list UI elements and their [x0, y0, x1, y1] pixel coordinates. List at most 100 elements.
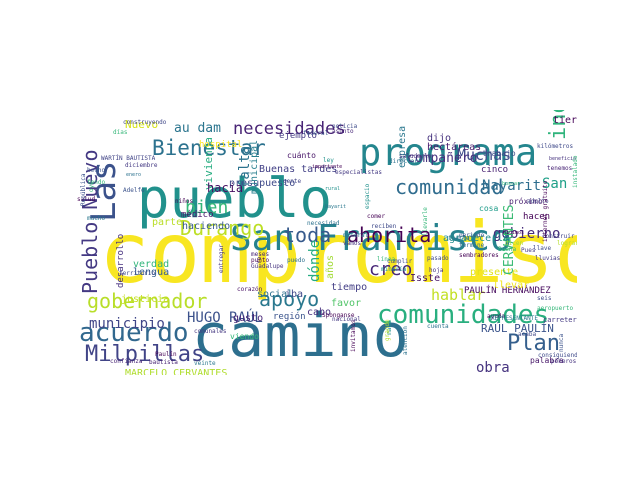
word: San Francisco — [230, 218, 512, 259]
word: internet gratuito — [542, 180, 549, 242]
word: palabra — [530, 356, 564, 365]
word: municipio — [89, 316, 165, 332]
word: aeropuerto — [537, 305, 574, 312]
word: hablar — [431, 286, 485, 304]
word: construyendo — [123, 119, 167, 126]
word: apoyo — [259, 287, 319, 311]
word: comer — [367, 213, 385, 220]
word: saludarlo — [399, 153, 432, 160]
word: entregar — [218, 244, 225, 273]
word: pueblo — [137, 167, 332, 230]
word: Nuevo — [125, 118, 158, 131]
word: dónde — [307, 240, 323, 282]
word: ejemplo — [279, 131, 317, 141]
word: ahorita — [347, 223, 431, 247]
word: HUGO RAÚL — [187, 308, 263, 326]
word: cuánto — [287, 151, 316, 160]
word: PAULÍN HERNÁNDEZ — [464, 284, 551, 296]
word: Bienestar — [152, 136, 266, 160]
word: hospital — [199, 140, 242, 150]
word: vamos — [343, 240, 361, 247]
word: reciben — [371, 223, 397, 230]
word: ley — [323, 157, 334, 164]
word: punto — [251, 257, 269, 264]
word: federal — [303, 130, 329, 137]
word: programa — [359, 131, 537, 174]
word: tiempo — [331, 282, 367, 293]
word: MARCELO CERVANTES — [125, 368, 227, 375]
word: tierras — [553, 115, 577, 126]
word: hoja — [429, 267, 444, 274]
word: Plan — [507, 331, 560, 356]
word: gusto — [233, 313, 263, 324]
word: comunidad — [395, 175, 503, 199]
word: territorio — [119, 270, 156, 277]
word: mano — [386, 320, 393, 335]
word: gente — [283, 178, 301, 185]
word: desarrollo — [116, 234, 126, 288]
word: llevar — [493, 280, 529, 291]
word: adulto — [527, 198, 549, 205]
word: fuerte — [448, 235, 470, 242]
word: creo — [369, 259, 412, 280]
word: termine — [459, 242, 485, 249]
word: gobernador — [87, 289, 207, 313]
word: diciembre — [125, 162, 158, 169]
word: presupuesto — [229, 178, 295, 189]
word: tenemos — [547, 165, 573, 172]
word: oye — [88, 181, 95, 192]
word: Nayarit — [325, 204, 346, 210]
word: Guadalupe — [251, 263, 284, 270]
word: construir — [542, 233, 575, 240]
word: lograr — [557, 240, 577, 247]
word: trabajo — [482, 149, 516, 158]
word: indígena — [546, 110, 571, 140]
word: falta — [237, 146, 253, 188]
word: poneros — [551, 358, 577, 365]
word: grande — [384, 319, 391, 341]
word: noticia — [332, 123, 358, 130]
word: necesidades — [233, 119, 346, 139]
word: mucho — [87, 215, 105, 222]
word: Pues — [521, 247, 536, 254]
word: hacia — [207, 181, 243, 195]
word: niños — [175, 198, 193, 205]
word: Adelfo — [123, 187, 145, 194]
word: línea — [377, 256, 395, 263]
word: vivienda — [202, 137, 215, 190]
word: puedo — [287, 257, 305, 264]
word: acaba — [518, 331, 536, 338]
word: empresa — [397, 126, 408, 168]
word: Durango — [180, 216, 264, 240]
word: necesidad — [307, 220, 340, 227]
word: parte — [152, 217, 182, 228]
word: meses — [251, 251, 269, 258]
word: confianza — [110, 358, 143, 365]
word: social — [257, 289, 293, 300]
word: próximo — [509, 196, 543, 206]
word: ayuda — [487, 313, 505, 320]
word: consiguiendo — [538, 352, 577, 359]
word: camino — [192, 301, 409, 371]
word: cuenta — [427, 323, 449, 330]
word: pasado — [427, 255, 449, 262]
word: periodo — [459, 232, 485, 239]
word: hacen — [523, 212, 550, 222]
word: CERVANTES — [502, 205, 517, 275]
word: especialistas — [335, 169, 382, 176]
word: región — [273, 311, 306, 322]
word: cumplir — [387, 258, 413, 265]
word: mineral — [343, 232, 369, 239]
word: lluvias — [535, 255, 561, 262]
word: bien — [185, 197, 228, 218]
word: acuerdo — [79, 318, 189, 348]
word: justicia — [121, 294, 169, 305]
word: Muchas — [457, 146, 511, 164]
word: salud — [77, 196, 95, 203]
word: RAÚL PAULÍN — [481, 322, 554, 335]
word: llave — [533, 245, 551, 252]
word: viendo — [230, 332, 259, 341]
word: instalado — [572, 155, 577, 188]
word: favor — [331, 298, 361, 309]
